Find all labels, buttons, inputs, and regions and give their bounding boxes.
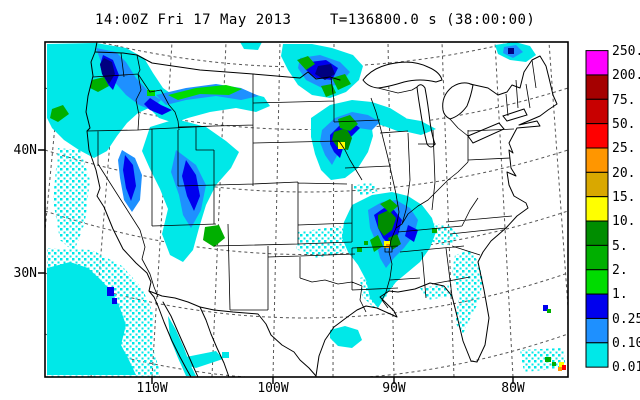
rain-20 [386, 244, 390, 248]
colorbar-label: 2. [612, 263, 628, 278]
colorbar-swatch [585, 220, 609, 246]
rain-0.01 [330, 326, 362, 348]
lat-ticks [38, 149, 45, 274]
map-frame [44, 41, 569, 378]
title-datetime: 14:00Z Fri 17 May 2013 [95, 12, 292, 28]
rain-core-dark [100, 58, 115, 84]
speckle-0.01 [352, 182, 378, 196]
rain-0.01 [47, 262, 136, 375]
atlantic-gulf-coast [315, 77, 558, 377]
colorbar-swatch [585, 171, 609, 198]
rain-5 [378, 210, 396, 236]
colorbar-label: 0.10 [612, 336, 640, 351]
speckle-0.01 [53, 148, 90, 252]
precipitation-shading [47, 42, 566, 377]
rain-20 [558, 367, 562, 371]
plot-title: 14:00Z Fri 17 May 2013 T=136800.0 s (38:… [0, 12, 640, 32]
colorbar-label: 75. [612, 93, 635, 108]
geography-outlines [85, 42, 558, 377]
speckle-0.01 [452, 250, 483, 336]
rain-2 [545, 357, 556, 366]
rain-0.25 [107, 287, 117, 304]
colorbar-label: 1. [612, 287, 628, 302]
lake-ontario [502, 108, 528, 122]
rain-0.01 [222, 352, 229, 358]
canada-east-border [469, 55, 550, 96]
colorbar-label: 50. [612, 117, 635, 132]
speckle-0.01 [296, 226, 352, 258]
lat-label-30n: 30N [14, 266, 37, 281]
rain-0.25 [144, 98, 172, 115]
colorbar-label: 250. [612, 44, 640, 59]
colorbar-label: 10. [612, 214, 635, 229]
rain-2 [203, 225, 225, 247]
colorbar-swatch [585, 50, 609, 76]
colorbar-label: 25. [612, 141, 635, 156]
colorbar-swatch [585, 317, 609, 344]
lake-erie [467, 122, 505, 144]
colorbar-swatch [585, 147, 609, 173]
colorbar-label: 5. [612, 239, 628, 254]
lon-label-110w: 110W [136, 381, 167, 396]
colorbar-label: 0.25 [612, 312, 640, 327]
title-model-time: T=136800.0 s (38:00:00) [330, 12, 536, 28]
colorbar-swatch [585, 123, 609, 149]
rain-5 [332, 128, 352, 150]
rain-2 [332, 74, 351, 90]
pacific-coast-baja [85, 42, 192, 377]
great-lakes-fill [363, 62, 527, 147]
colorbar-label: 15. [612, 190, 635, 205]
colorbar-swatch [585, 244, 609, 271]
rain-0.25 [123, 155, 136, 201]
rain-2 [297, 56, 315, 70]
rain-0.25 [543, 305, 548, 311]
colorbar-swatch [585, 342, 609, 368]
rain-0.01 [240, 42, 262, 50]
colorbar: 250. 200. 75. 50. 25. 20. 15. 10. 5. 2. … [585, 44, 640, 375]
lat-label-40n: 40N [14, 143, 37, 158]
colorbar-swatch [585, 74, 609, 100]
rain-2 [370, 235, 383, 252]
rain-1 [168, 85, 242, 100]
lon-label-90w: 90W [382, 381, 406, 396]
rain-1 [147, 90, 155, 96]
rain-0.01 [392, 116, 436, 135]
colorbar-label: 200. [612, 68, 640, 83]
rain-2 [380, 199, 398, 213]
lon-label-100w: 100W [257, 381, 288, 396]
rain-2 [50, 105, 69, 122]
colorbar-swatch [585, 196, 609, 222]
state-borders [86, 52, 537, 313]
rain-0.01 [168, 316, 196, 376]
rain-core-dark [508, 48, 514, 54]
speckle-0.01 [420, 284, 452, 300]
colorbar-swatch [585, 269, 609, 295]
colorbar-swatch [585, 98, 609, 125]
baja-gulf-coast [162, 301, 199, 377]
rain-0.01 [186, 351, 223, 368]
rain-25 [562, 365, 566, 370]
rain-0.25 [405, 225, 418, 242]
rain-2 [90, 77, 109, 92]
rain-2 [547, 309, 551, 313]
lon-ticks [151, 377, 514, 384]
lon-label-80w: 80W [501, 381, 525, 396]
colorbar-label: 0.01 [612, 360, 640, 375]
us-mexico-border [148, 290, 317, 377]
rain-2 [338, 115, 358, 131]
colorbar-swatch [585, 293, 609, 319]
mexico-mainland-coast [199, 306, 230, 377]
rain-core-dark [315, 64, 335, 80]
colorbar-label: 20. [612, 166, 635, 181]
lake-huron [442, 82, 474, 120]
